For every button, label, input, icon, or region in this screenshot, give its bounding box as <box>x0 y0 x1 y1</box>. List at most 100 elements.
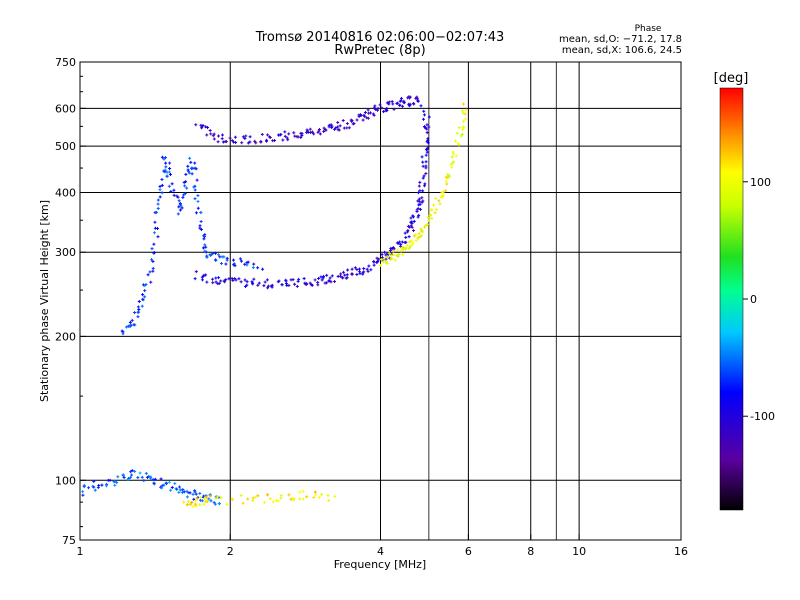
data-point <box>297 277 301 281</box>
data-point <box>164 161 168 165</box>
data-point <box>253 139 257 143</box>
data-point <box>204 273 208 277</box>
data-point <box>225 502 229 506</box>
data-point <box>319 275 323 279</box>
data-point <box>190 172 194 176</box>
data-point <box>399 246 403 250</box>
data-point <box>196 206 200 210</box>
data-point <box>259 140 263 144</box>
data-point <box>424 172 428 176</box>
data-point <box>353 266 357 270</box>
data-point <box>106 478 110 482</box>
data-point <box>336 125 340 129</box>
data-point <box>146 273 150 277</box>
data-point <box>391 249 395 253</box>
data-point <box>143 295 147 299</box>
data-point <box>339 272 343 276</box>
data-point <box>343 273 347 277</box>
data-point <box>152 242 156 246</box>
data-point <box>162 483 166 487</box>
data-point <box>200 499 204 503</box>
data-point <box>440 195 444 199</box>
data-point <box>122 476 126 480</box>
data-point <box>241 135 245 139</box>
data-point <box>217 502 221 506</box>
data-point <box>205 495 209 499</box>
data-point <box>254 141 258 145</box>
data-point <box>168 172 172 176</box>
data-point <box>177 205 181 209</box>
data-point <box>194 123 198 127</box>
phase-stats-x: mean, sd,X: 106.6, 24.5 <box>562 45 682 56</box>
data-point <box>234 278 238 282</box>
data-point <box>424 153 428 157</box>
data-point <box>453 139 457 143</box>
data-point <box>266 493 270 497</box>
data-point <box>202 237 206 241</box>
data-point <box>464 117 468 121</box>
data-point <box>425 127 429 131</box>
data-point <box>137 308 141 312</box>
data-point <box>395 102 399 106</box>
data-point <box>426 137 430 141</box>
x-tick-label: 6 <box>465 545 472 558</box>
data-point <box>408 225 412 229</box>
data-point <box>322 274 326 278</box>
data-point <box>293 282 297 286</box>
data-point <box>159 477 163 481</box>
data-point <box>257 281 261 285</box>
data-point <box>219 279 223 283</box>
data-point <box>365 267 369 271</box>
data-point <box>217 276 221 280</box>
data-point <box>185 503 189 507</box>
data-point <box>178 202 182 206</box>
data-point <box>464 108 468 112</box>
data-point <box>421 164 425 168</box>
data-point <box>328 276 332 280</box>
data-point <box>260 132 264 136</box>
data-point <box>205 133 209 137</box>
data-point <box>425 150 429 154</box>
data-point <box>193 502 197 506</box>
data-point <box>156 202 160 206</box>
data-point <box>232 262 236 266</box>
data-point <box>168 167 172 171</box>
data-point <box>248 135 252 139</box>
data-point <box>363 110 367 114</box>
data-point <box>212 501 216 505</box>
data-point <box>284 278 288 282</box>
data-point <box>194 211 198 215</box>
data-point <box>203 243 207 247</box>
data-point <box>390 257 394 261</box>
data-point <box>399 249 403 253</box>
data-point <box>417 213 421 217</box>
data-point <box>193 197 197 201</box>
data-point <box>424 148 428 152</box>
data-point <box>211 277 215 281</box>
data-point <box>452 160 456 164</box>
data-point <box>115 481 119 485</box>
data-point <box>136 315 140 319</box>
data-point <box>143 289 147 293</box>
data-point <box>182 193 186 197</box>
data-point <box>92 485 96 489</box>
phase-box-title: Phase <box>635 24 662 34</box>
data-point <box>278 133 282 137</box>
data-point <box>187 499 191 503</box>
data-point <box>404 246 408 250</box>
data-point <box>425 123 429 127</box>
data-point <box>199 211 203 215</box>
data-point <box>279 496 283 500</box>
data-point <box>450 165 454 169</box>
data-point <box>185 186 189 190</box>
data-point <box>441 194 445 198</box>
data-point <box>194 270 198 274</box>
data-point <box>414 233 418 237</box>
data-point <box>320 493 324 497</box>
data-point <box>160 177 164 181</box>
data-point <box>225 258 229 262</box>
data-point <box>213 251 217 255</box>
data-point <box>165 170 169 174</box>
colorbar-tick-label: 0 <box>750 293 757 306</box>
data-point <box>392 247 396 251</box>
